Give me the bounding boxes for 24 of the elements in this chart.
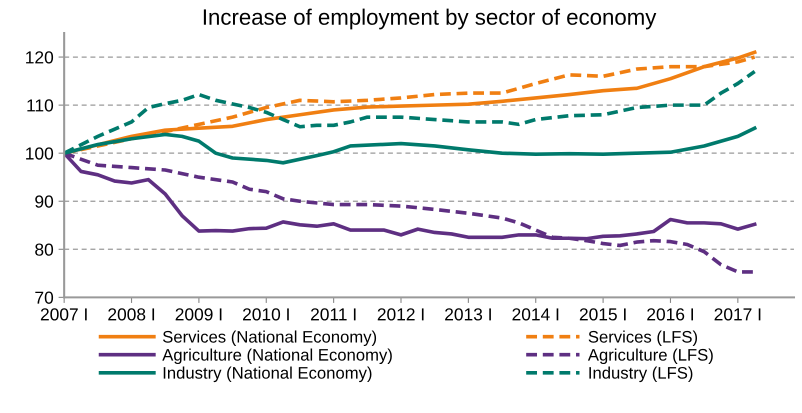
chart-title: Increase of employment by sector of economy [204,8,656,30]
x-tick-label: 2016 I [647,308,694,321]
x-tick-label: 2010 I [243,308,289,321]
x-tick-label: 2009 I [176,308,222,321]
legend-label: Industry (National Economy) [164,366,372,382]
x-tick-label: 2007 I [40,308,87,321]
y-tick-label: 100 [26,147,54,160]
y-tick-label: 70 [35,292,54,304]
y-tick-label: 110 [27,99,54,112]
x-tick-label: 2015 I [580,308,626,321]
legend-label: Industry (LFS) [589,366,692,382]
x-tick-label: 2012 I [378,308,424,321]
x-tick-label: 2014 I [512,308,558,321]
x-tick-label: 2017 I [714,308,760,321]
y-tick-label: 90 [35,195,54,208]
legend-label: Agriculture (National Economy) [162,348,392,364]
legend-label: Services (LFS) [588,330,698,346]
y-tick-label: 80 [35,243,54,256]
legend-label: Agriculture (LFS) [588,348,713,364]
x-tick-label: 2013 I [445,308,491,321]
y-tick-label: 120 [26,51,54,64]
x-tick-label: 2011 I [311,308,356,321]
legend-label: Services (National Economy) [162,330,376,346]
x-tick-label: 2008 I [108,308,154,321]
